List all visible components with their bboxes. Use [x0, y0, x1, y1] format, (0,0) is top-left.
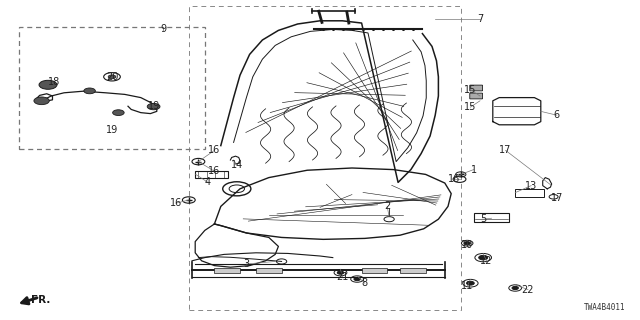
- Text: 17: 17: [499, 145, 512, 156]
- Bar: [256, 268, 282, 273]
- Bar: [189, 6, 461, 310]
- Text: 21: 21: [336, 272, 349, 282]
- Bar: [400, 268, 426, 273]
- Circle shape: [84, 88, 95, 94]
- Circle shape: [337, 271, 344, 274]
- Bar: [515, 189, 544, 197]
- Text: 16: 16: [448, 174, 461, 184]
- Bar: [362, 268, 387, 273]
- Text: 10: 10: [461, 240, 474, 250]
- Circle shape: [464, 242, 470, 245]
- Circle shape: [113, 110, 124, 116]
- Text: 19: 19: [106, 124, 118, 135]
- Text: 5: 5: [480, 214, 486, 224]
- Circle shape: [39, 80, 57, 89]
- Text: 19: 19: [147, 100, 160, 111]
- Bar: [19, 27, 205, 149]
- Circle shape: [467, 281, 474, 285]
- Text: 12: 12: [480, 256, 493, 266]
- Text: 17: 17: [550, 193, 563, 204]
- Text: 20: 20: [106, 72, 118, 82]
- Text: 18: 18: [48, 76, 61, 87]
- Text: 7: 7: [477, 14, 483, 24]
- Circle shape: [354, 277, 360, 281]
- Text: 16: 16: [208, 145, 221, 156]
- Text: 15: 15: [464, 84, 477, 95]
- Text: 16: 16: [170, 198, 182, 208]
- FancyBboxPatch shape: [470, 85, 483, 91]
- Text: 6: 6: [554, 110, 560, 120]
- Text: 14: 14: [230, 160, 243, 170]
- FancyBboxPatch shape: [470, 93, 483, 99]
- Circle shape: [147, 103, 160, 110]
- Text: 16: 16: [208, 166, 221, 176]
- Text: 22: 22: [522, 284, 534, 295]
- Circle shape: [34, 97, 49, 105]
- Text: 11: 11: [461, 281, 474, 292]
- Circle shape: [512, 286, 518, 290]
- Text: 1: 1: [470, 164, 477, 175]
- Text: 13: 13: [525, 180, 538, 191]
- Text: TWA4B4011: TWA4B4011: [584, 303, 626, 312]
- Bar: [195, 171, 228, 178]
- Text: 8: 8: [362, 278, 368, 288]
- Text: 2: 2: [384, 201, 390, 212]
- Bar: [474, 213, 509, 222]
- Text: 4: 4: [205, 177, 211, 188]
- Text: 3: 3: [243, 259, 250, 269]
- Circle shape: [479, 255, 488, 260]
- Text: 9: 9: [160, 24, 166, 34]
- Text: FR.: FR.: [31, 295, 50, 305]
- Text: 15: 15: [464, 102, 477, 112]
- Bar: [214, 268, 240, 273]
- Circle shape: [108, 75, 116, 79]
